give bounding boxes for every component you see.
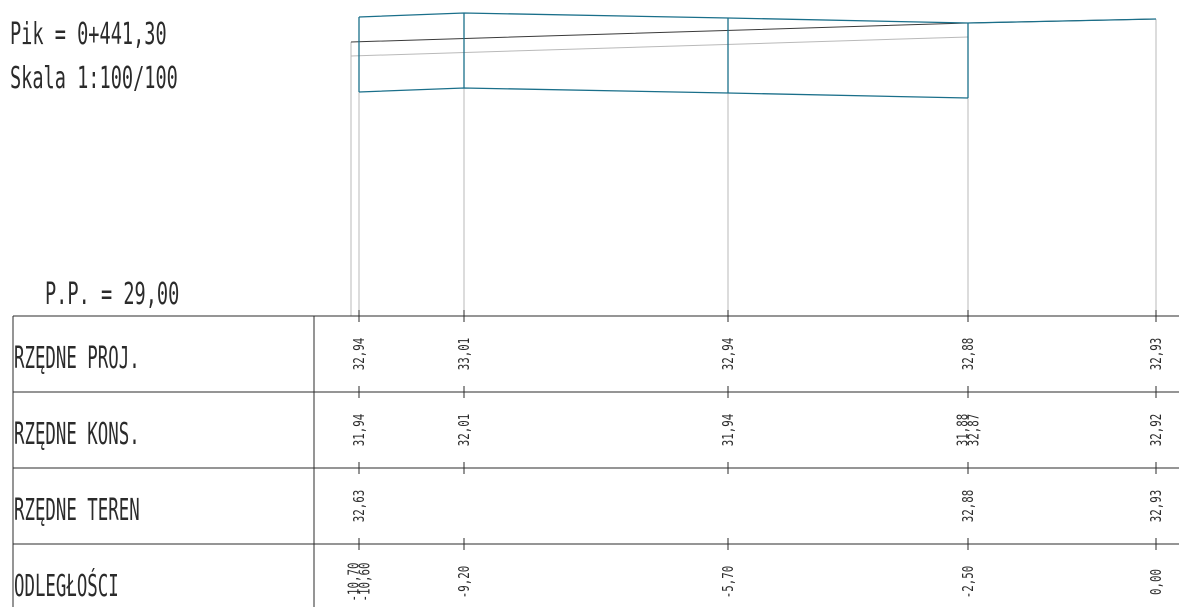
value-kons-s5: 32,92 (1148, 414, 1165, 446)
station-label: Pik = 0+441,30 (10, 16, 167, 51)
station-value: 32,01 (456, 414, 473, 446)
station-value: 32,94 (351, 338, 368, 371)
value-proj-s3: 32,94 (720, 338, 737, 371)
value-proj-s5: 32,93 (1148, 338, 1165, 370)
design-top-line (358, 12, 1157, 24)
terrain-line (350, 18, 1157, 43)
value-proj-s1: 32,94 (351, 338, 368, 371)
station-value: -2,50 (960, 566, 977, 598)
station-value: 33,01 (456, 338, 473, 370)
design-profile (358, 12, 1157, 99)
value-teren-s4: 32,88 (960, 490, 977, 523)
value-kons-s1: 31,94 (351, 414, 368, 447)
design-bottom-line (358, 87, 969, 99)
value-odl-s5: 0,00 (1148, 569, 1165, 595)
row-label-proj: RZĘDNE PROJ. (14, 340, 140, 375)
guide-lines (350, 19, 1157, 316)
station-value: -5,70 (720, 566, 737, 598)
station-value: -10,60 (357, 563, 374, 602)
value-teren-s1: 32,63 (351, 490, 368, 522)
station-value: 31,94 (351, 414, 368, 447)
value-odl-s1: -10,70-10,60 (346, 563, 374, 602)
station-value: 32,92 (1148, 414, 1165, 446)
row-label-kons: RZĘDNE KONS. (14, 416, 140, 451)
station-value: 31,94 (720, 414, 737, 447)
scale-label: Skala 1:100/100 (10, 60, 178, 95)
station-values: 32,94 31,94 32,63 -10,70-10,60 33,01 32,01 -9,… (346, 310, 1166, 602)
value-kons-s3: 31,94 (720, 414, 737, 447)
terrain-lines (350, 18, 1157, 57)
value-kons-s2: 32,01 (456, 414, 473, 446)
reference-level-label: P.P. = 29,00 (45, 276, 179, 311)
station-value: 31,88 (955, 414, 972, 447)
station-value: 32,87 (966, 414, 983, 446)
station-value: 32,93 (1148, 338, 1165, 370)
station-value: 32,94 (720, 338, 737, 371)
value-odl-s2: -9,20 (456, 566, 473, 598)
construction-line (350, 36, 969, 57)
station-value: 0,00 (1148, 569, 1165, 595)
data-table (12, 315, 1179, 607)
row-label-odl: ODLEGŁOŚCI (14, 567, 119, 604)
station-value: -10,70 (346, 563, 363, 602)
value-odl-s4: -2,50 (960, 566, 977, 598)
row-labels: RZĘDNE PROJ. RZĘDNE KONS. RZĘDNE TEREN ODLE… (14, 340, 140, 603)
station-value: 32,88 (960, 490, 977, 523)
station-value: -9,20 (456, 566, 473, 598)
value-proj-s2: 33,01 (456, 338, 473, 370)
row-label-teren: RZĘDNE TEREN (14, 492, 140, 527)
value-odl-s3: -5,70 (720, 566, 737, 598)
station-value: 32,93 (1148, 490, 1165, 522)
station-value: 32,63 (351, 490, 368, 522)
value-teren-s5: 32,93 (1148, 490, 1165, 522)
station-value: 32,88 (960, 338, 977, 371)
value-proj-s4: 32,88 (960, 338, 977, 371)
